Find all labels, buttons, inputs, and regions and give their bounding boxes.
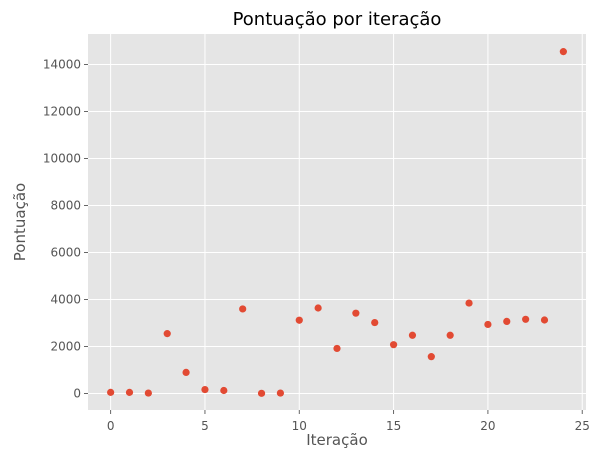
data-point bbox=[163, 330, 171, 338]
data-point bbox=[257, 389, 266, 397]
x-tick-label: 5 bbox=[201, 419, 209, 433]
y-tick-label: 0 bbox=[73, 387, 81, 401]
y-tick-label: 14000 bbox=[43, 58, 81, 72]
y-tick-label: 10000 bbox=[43, 152, 81, 166]
x-tick-label: 25 bbox=[575, 419, 590, 433]
y-tick-label: 8000 bbox=[50, 199, 81, 213]
plot-area bbox=[88, 34, 586, 410]
data-point bbox=[503, 317, 511, 326]
x-tick-label: 15 bbox=[386, 419, 401, 433]
data-point bbox=[144, 389, 152, 397]
data-point bbox=[559, 48, 567, 56]
y-tick-label: 12000 bbox=[43, 105, 81, 119]
y-axis-label: Pontuação bbox=[11, 183, 29, 261]
data-point bbox=[540, 316, 549, 324]
data-point bbox=[465, 299, 473, 307]
data-point bbox=[352, 309, 360, 317]
x-axis-label: Iteração bbox=[306, 431, 368, 449]
data-point bbox=[107, 388, 115, 396]
y-tick-label: 4000 bbox=[50, 293, 81, 307]
y-tick-label: 2000 bbox=[50, 340, 81, 354]
data-point bbox=[408, 331, 417, 339]
data-point bbox=[371, 318, 379, 327]
data-point bbox=[220, 386, 228, 395]
data-points bbox=[107, 48, 567, 397]
data-point bbox=[276, 389, 285, 397]
chart-title: Pontuação por iteração bbox=[233, 9, 442, 30]
data-point bbox=[446, 331, 454, 339]
data-point bbox=[314, 304, 322, 312]
data-point bbox=[239, 305, 247, 313]
x-tick-label: 10 bbox=[292, 419, 307, 433]
grid-lines bbox=[88, 34, 586, 410]
data-point bbox=[427, 353, 435, 361]
x-tick-label: 0 bbox=[107, 419, 115, 433]
axis-ticks: 0 5 10 15 20 25 0 2000 4000 6000 8000 10000 12000 140… bbox=[43, 58, 590, 433]
data-point bbox=[125, 388, 134, 396]
data-point bbox=[182, 368, 190, 376]
data-point bbox=[201, 385, 209, 394]
data-point bbox=[389, 341, 398, 349]
y-tick-label: 6000 bbox=[50, 246, 81, 260]
data-point bbox=[484, 320, 492, 329]
data-point bbox=[333, 344, 341, 353]
data-point bbox=[295, 316, 303, 324]
x-tick-label: 20 bbox=[480, 419, 495, 433]
data-point bbox=[522, 315, 530, 323]
